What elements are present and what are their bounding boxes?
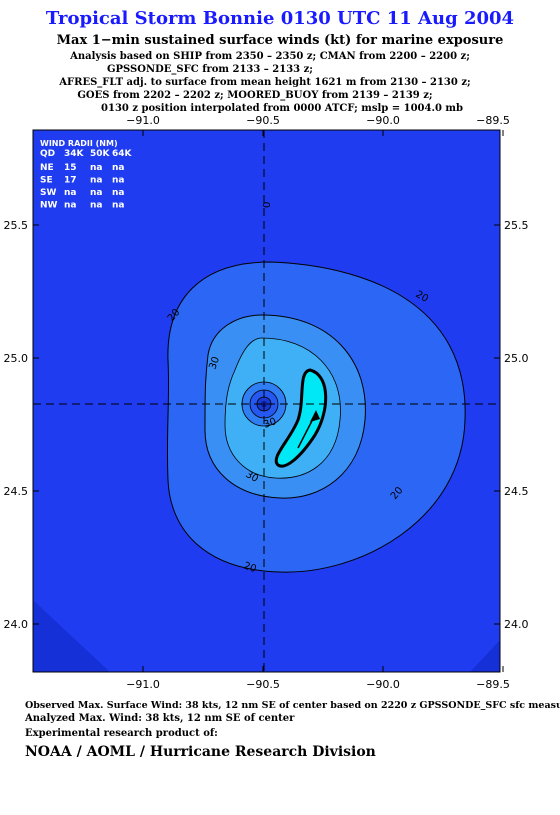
radii-cell: na — [90, 201, 102, 211]
contour-max-wind — [274, 368, 328, 468]
contour-label: 30 — [207, 355, 222, 371]
radii-cell: NW — [40, 201, 58, 211]
lon-label: −89.5 — [476, 114, 510, 127]
footer-line: Experimental research product of: — [25, 728, 218, 739]
lat-label: 25.0 — [4, 352, 29, 365]
radii-cell: SE — [40, 176, 53, 186]
contour-label: 0 — [262, 202, 273, 208]
radii-cell: na — [64, 201, 76, 211]
analysis-line: Analysis based on SHIP from 2350 – 2350 … — [70, 51, 470, 62]
radii-cell: SW — [40, 188, 56, 198]
lon-label: −90.5 — [246, 114, 280, 127]
contour-label: 30 — [262, 416, 278, 431]
footer-line: Analyzed Max. Wind: 38 kts, 12 nm SE of … — [25, 713, 295, 724]
lat-label: 25.5 — [504, 219, 529, 232]
map-frame — [32, 129, 501, 673]
analysis-line: GOES from 2202 – 2202 z; MOORED_BUOY fro… — [77, 90, 433, 101]
lon-label: −91.0 — [126, 678, 160, 691]
wind-map: 20 20 30 30 30 20 20 0 WIND RADII (NM) Q… — [4, 114, 529, 691]
lon-label: −91.0 — [126, 114, 160, 127]
radii-cell: na — [112, 176, 124, 186]
lat-label: 25.5 — [4, 219, 29, 232]
analysis-line: 0130 z position interpolated from 0000 A… — [101, 103, 463, 114]
radii-cell: na — [90, 176, 102, 186]
lat-label: 25.0 — [504, 352, 529, 365]
radii-cell: 15 — [64, 163, 77, 173]
radii-title: WIND RADII (NM) — [40, 139, 118, 148]
radii-header: 64K — [112, 149, 133, 159]
radii-cell: na — [112, 188, 124, 198]
radii-header: QD — [40, 149, 55, 159]
lon-label: −90.5 — [246, 678, 280, 691]
footer-line: Observed Max. Surface Wind: 38 kts, 12 n… — [25, 700, 560, 711]
corner-field — [33, 600, 110, 672]
radii-cell: NE — [40, 163, 54, 173]
lat-label: 24.5 — [504, 485, 529, 498]
radii-header: 34K — [64, 149, 85, 159]
subtitle: Max 1−min sustained surface winds (kt) f… — [56, 33, 504, 48]
lat-label: 24.0 — [4, 618, 29, 631]
lat-label: 24.5 — [4, 485, 29, 498]
radii-cell: na — [90, 188, 102, 198]
radii-header: 50K — [90, 149, 111, 159]
analysis-line: GPSSONDE_SFC from 2133 – 2133 z; — [107, 64, 313, 75]
lon-label: −90.0 — [366, 114, 400, 127]
lon-label: −89.5 — [476, 678, 510, 691]
radii-cell: na — [90, 163, 102, 173]
title: Tropical Storm Bonnie 0130 UTC 11 Aug 20… — [45, 8, 515, 29]
lon-label: −90.0 — [366, 678, 400, 691]
radii-cell: na — [112, 163, 124, 173]
contour-label: 20 — [242, 560, 258, 575]
radii-cell: na — [64, 188, 76, 198]
organization: NOAA / AOML / Hurricane Research Divisio… — [25, 744, 376, 760]
radii-cell: na — [112, 201, 124, 211]
lat-label: 24.0 — [504, 618, 529, 631]
analysis-line: AFRES_FLT adj. to surface from mean heig… — [59, 77, 471, 88]
motion-arrowhead — [310, 410, 320, 422]
radii-cell: 17 — [64, 176, 77, 186]
corner-field — [470, 640, 500, 672]
